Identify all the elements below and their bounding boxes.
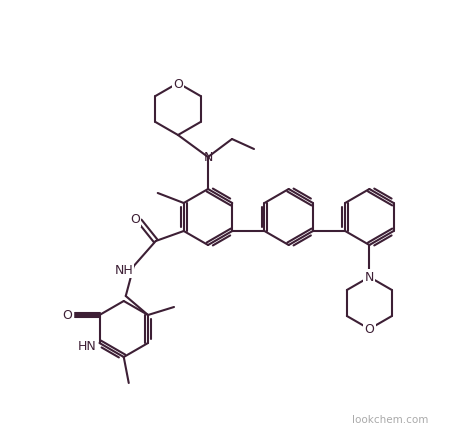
Text: N: N xyxy=(365,271,374,284)
Text: NH: NH xyxy=(114,264,133,277)
Text: N: N xyxy=(203,151,213,164)
Text: O: O xyxy=(173,77,183,90)
Text: O: O xyxy=(63,309,73,322)
Text: lookchem.com: lookchem.com xyxy=(352,414,428,424)
Text: O: O xyxy=(365,323,374,336)
Text: O: O xyxy=(130,213,140,226)
Text: HN: HN xyxy=(78,340,97,353)
